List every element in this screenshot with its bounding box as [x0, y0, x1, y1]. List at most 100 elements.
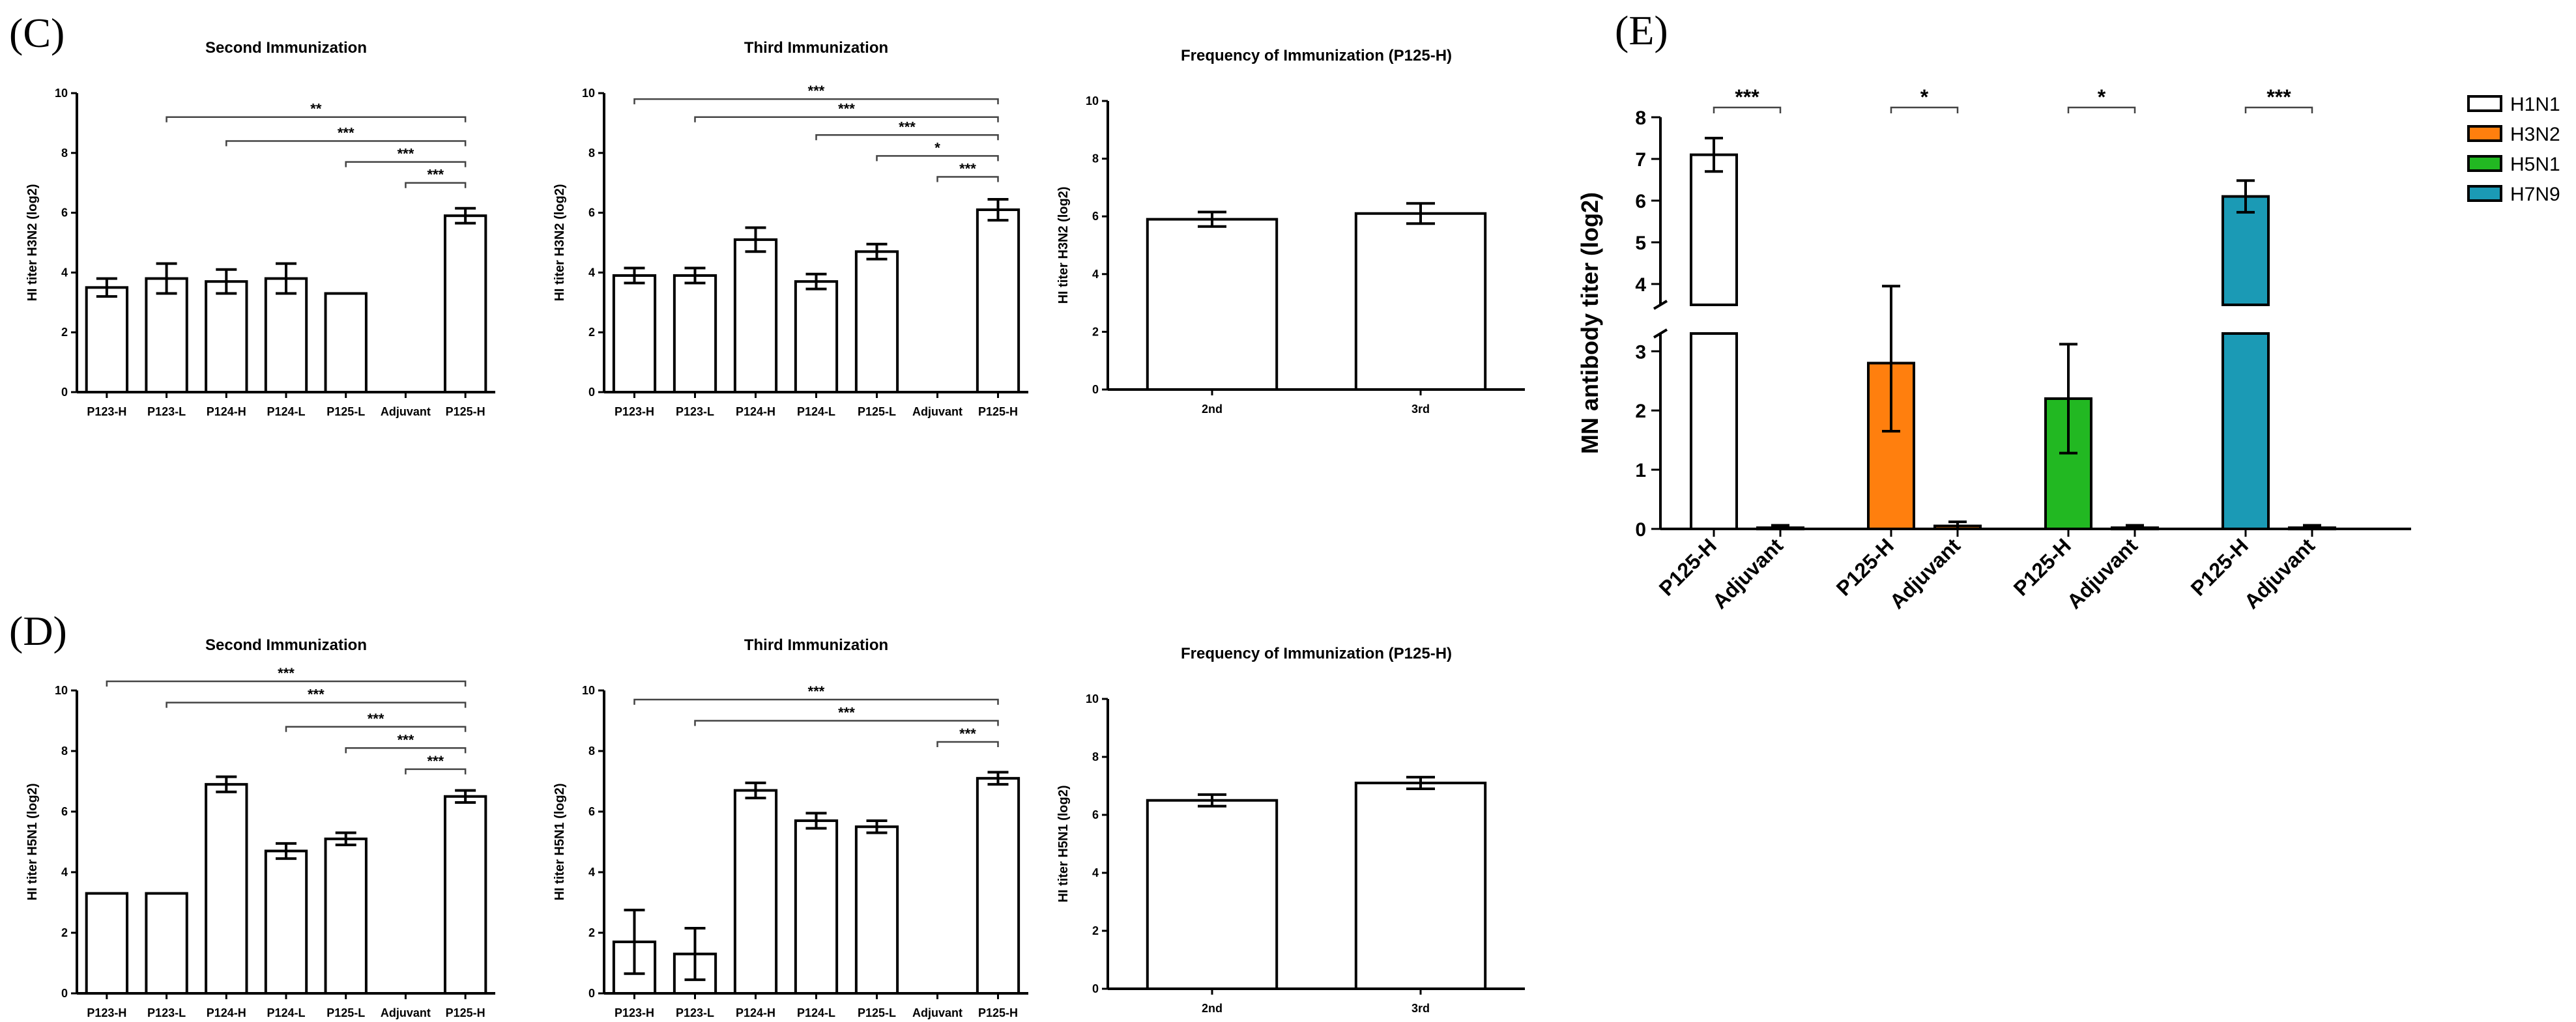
y-tick-label: 10 [582, 684, 595, 697]
y-tick-label: 4 [1635, 274, 1646, 296]
y-tick-label: 0 [1635, 519, 1646, 541]
chart-c1: Second Immunization HI titer H3N2 (log2) 0… [25, 39, 495, 418]
significance-label: *** [808, 83, 825, 99]
y-tick-label: 6 [588, 805, 595, 818]
significance-bracket [405, 768, 467, 774]
y-axis-label: HI titer H5N1 (log2) [553, 783, 567, 900]
y-tick-label: 3 [1635, 341, 1646, 363]
significance-bracket [694, 116, 999, 122]
significance-bracket [285, 726, 467, 732]
legend-label: H7N9 [2510, 184, 2560, 205]
y-axis-label: MN antibody titer (log2) [1576, 192, 1603, 454]
y-tick-label: 4 [588, 266, 595, 279]
x-tick-label: Adjuvant [2062, 533, 2142, 613]
x-tick-label: Adjuvant [1885, 533, 1965, 613]
y-tick-label: 2 [61, 326, 68, 339]
axis-break-mark [1653, 328, 1668, 339]
chart-d2: Third Immunization HI titer H5N1 (log2) 0 2… [553, 636, 1028, 1019]
x-tick-label: P125-H [1655, 533, 1721, 600]
significance-label: *** [838, 705, 855, 721]
bar-P123-H [85, 892, 129, 995]
bar-P123-H [85, 286, 129, 393]
chart-d1: Second Immunization HI titer H5N1 (log2) 0… [25, 636, 495, 1019]
significance-bracket [166, 702, 467, 708]
x-tick-label: P125-H [446, 1006, 485, 1019]
significance-bracket [166, 116, 467, 122]
x-tick-label: P124-H [207, 405, 246, 418]
bar-P125-H [976, 776, 1020, 995]
legend-swatch-H7N9 [2467, 185, 2502, 202]
x-tick-label: P125-H [1832, 533, 1898, 600]
bar-P124-L [794, 280, 839, 394]
legend-label: H1N1 [2510, 94, 2560, 115]
y-tick-label: 8 [1092, 750, 1099, 763]
bar-P125-L [854, 825, 899, 995]
y-tick-label: 0 [588, 987, 595, 1000]
y-tick-label: 10 [582, 87, 595, 100]
y-tick-label: 0 [61, 987, 68, 1000]
x-tick-label: P123-H [87, 1006, 126, 1019]
y-axis-label: HI titer H5N1 (log2) [25, 783, 40, 900]
x-tick-label: P123-H [615, 405, 654, 418]
x-tick-label: P123-L [676, 1006, 714, 1019]
significance-bracket [936, 741, 999, 748]
y-tick-label: 0 [588, 386, 595, 399]
significance-bracket [633, 98, 999, 105]
y-tick-label: 6 [588, 206, 595, 220]
y-tick-label: 0 [1092, 982, 1099, 995]
significance-label: *** [368, 711, 384, 727]
significance-label: *** [427, 167, 444, 183]
significance-label: *** [899, 119, 916, 135]
bar-P125-L [324, 837, 368, 995]
bar-P124-L [264, 277, 308, 393]
panel-label-d: (D) [9, 608, 67, 654]
significance-bracket [345, 747, 467, 754]
x-tick-label: P123-L [676, 405, 714, 418]
y-tick-label: 7 [1635, 149, 1646, 171]
x-tick-label: P125-L [858, 1006, 896, 1019]
bar-3rd [1354, 212, 1487, 391]
legend-swatch-H3N2 [2467, 125, 2502, 142]
bar-P123-L [145, 892, 188, 995]
x-tick-label: Adjuvant [381, 405, 431, 418]
bar-3rd [1354, 782, 1487, 991]
significance-bracket [936, 176, 999, 182]
x-tick-label: P125-L [326, 405, 365, 418]
significance-bracket [1713, 106, 1782, 113]
bar-H1N1-upper [1690, 153, 1738, 306]
x-tick-label: P124-H [207, 1006, 246, 1019]
x-tick-label: 2nd [1202, 403, 1223, 416]
significance-label: *** [838, 101, 855, 117]
x-tick-label: 3rd [1411, 1002, 1430, 1015]
significance-bracket [405, 182, 467, 188]
y-tick-label: 2 [1635, 401, 1646, 422]
y-tick-label: 1 [1635, 460, 1646, 481]
y-tick-label: 4 [1092, 268, 1099, 281]
significance-label: *** [959, 161, 976, 177]
y-tick-label: 2 [61, 926, 68, 939]
significance-label: *** [1735, 85, 1759, 109]
bar-P123-L [145, 277, 188, 393]
y-tick-label: 10 [55, 684, 68, 697]
chart-title: Third Immunization [744, 39, 888, 57]
y-axis-label: HI titer H3N2 (log2) [25, 184, 40, 301]
significance-bracket [694, 720, 999, 726]
y-tick-label: 4 [1092, 866, 1099, 879]
x-tick-label: P125-H [978, 405, 1018, 418]
y-tick-label: 4 [61, 866, 68, 879]
bar-P124-H [733, 789, 778, 995]
x-tick-label: P125-H [978, 1006, 1018, 1019]
bar-H7N9-lower [2221, 332, 2270, 530]
bar-P125-L [324, 292, 368, 393]
bar-P124-H [205, 280, 248, 394]
y-tick-label: 8 [588, 745, 595, 758]
legend-swatch-H5N1 [2467, 155, 2502, 172]
y-tick-label: 10 [1086, 692, 1099, 705]
significance-label: *** [427, 753, 444, 769]
bar-H3N2 [1867, 362, 1915, 530]
chart-c3: Frequency of Immunization (P125-H) HI tit… [1056, 47, 1525, 416]
y-tick-label: 8 [1092, 152, 1099, 165]
bar-H7N9-upper [2221, 195, 2270, 306]
bar-P124-L [264, 849, 308, 995]
x-tick-label: 2nd [1202, 1002, 1223, 1015]
